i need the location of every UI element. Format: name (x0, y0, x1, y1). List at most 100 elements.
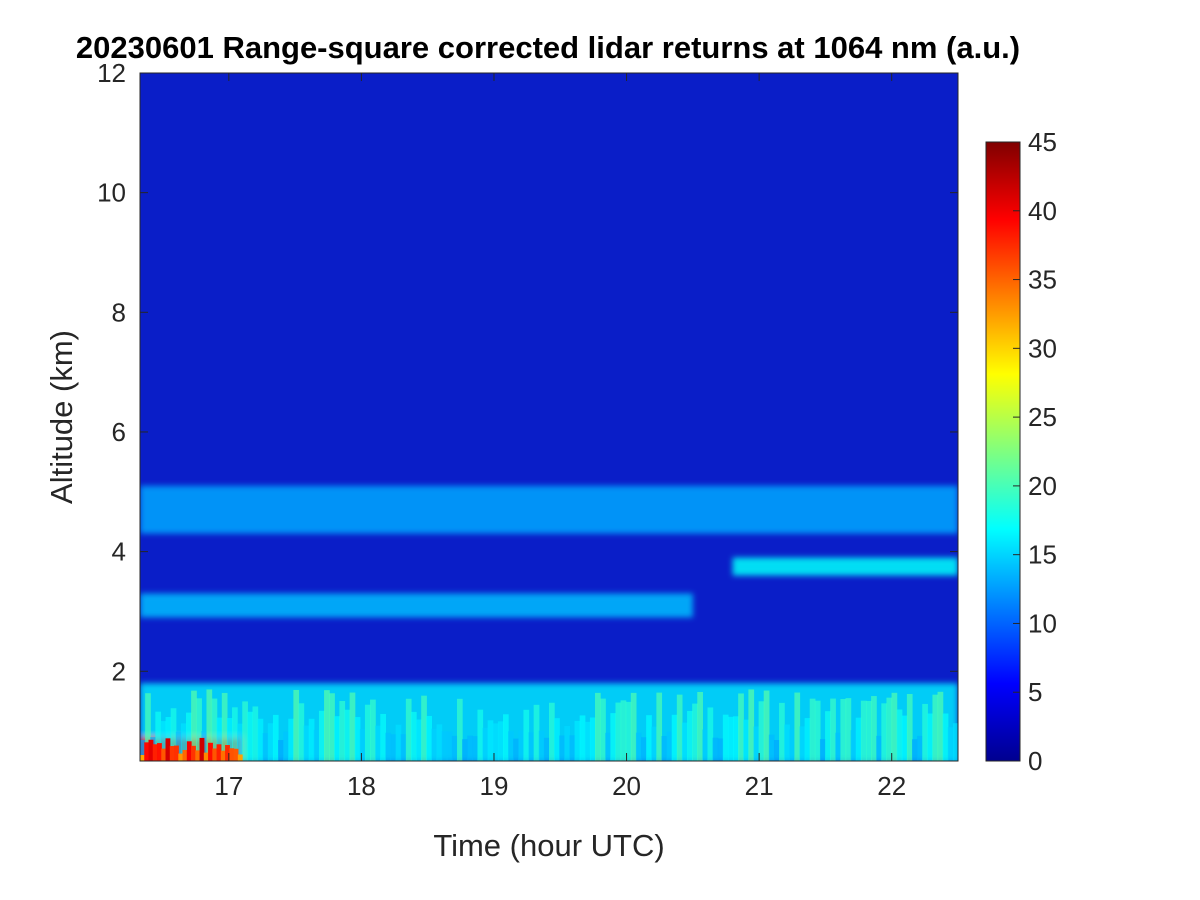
heatmap-column (727, 716, 734, 761)
plot-frame (139, 72, 959, 762)
heatmap-column (574, 720, 581, 761)
heatmap-column (947, 727, 954, 761)
heatmap-column (922, 703, 928, 761)
heatmap-column (881, 703, 888, 761)
heatmap-column (308, 718, 315, 761)
heatmap-column (267, 723, 274, 761)
heatmap-column (436, 724, 443, 761)
heatmap-hotspot-cell (199, 737, 205, 761)
heatmap-column (513, 738, 519, 761)
heatmap-background (140, 73, 958, 761)
heatmap-feature-elevated-layer-2 (732, 557, 958, 576)
heatmap-column (252, 706, 259, 761)
heatmap-column (927, 713, 934, 761)
heatmap-column (595, 692, 601, 761)
heatmap-column (441, 731, 448, 761)
colorbar-tick-label: 40 (1028, 196, 1057, 226)
heatmap-column (170, 708, 177, 761)
heatmap-column (748, 689, 755, 761)
heatmap-hotspot-cell (169, 746, 175, 761)
heatmap-hotspot-cell (161, 748, 167, 761)
heatmap-column (472, 736, 479, 761)
heatmap-hotspot-cell (178, 753, 184, 761)
heatmap-column (768, 734, 775, 761)
heatmap-column (835, 732, 842, 761)
heatmap-column (610, 713, 617, 761)
heatmap-hotspot-cell (182, 749, 188, 761)
x-tick-label: 18 (347, 771, 376, 801)
heatmap-column (753, 726, 760, 761)
x-axis-label: Time (hour UTC) (433, 828, 664, 863)
heatmap-column (242, 701, 248, 761)
heatmap-column (283, 731, 289, 761)
heatmap-column (318, 710, 325, 761)
heatmap-column (773, 740, 780, 761)
heatmap-column (293, 689, 300, 761)
heatmap-column (804, 718, 811, 761)
heatmap-column (564, 725, 571, 761)
heatmap-column (722, 714, 729, 761)
heatmap-column (451, 735, 458, 761)
heatmap-hotspot-cell (165, 738, 171, 761)
heatmap-column (339, 700, 346, 761)
heatmap-column (385, 732, 392, 761)
colorbar-tick-label: 10 (1028, 608, 1057, 638)
heatmap-hotspot-cell (186, 741, 192, 761)
heatmap-column (917, 735, 923, 761)
y-tick-label: 4 (112, 537, 126, 567)
heatmap-column (523, 709, 530, 761)
heatmap-column (196, 698, 202, 761)
colorbar-tick-label: 45 (1028, 127, 1057, 157)
heatmap-column (681, 722, 688, 761)
heatmap-column (717, 738, 724, 761)
heatmap-column (257, 718, 264, 761)
heatmap-column (932, 694, 939, 761)
heatmap-column (191, 690, 197, 761)
heatmap-column (247, 711, 254, 761)
x-tick-label: 20 (612, 771, 641, 801)
heatmap-column (865, 700, 872, 761)
heatmap-column (329, 693, 335, 761)
heatmap-column (288, 718, 294, 761)
heatmap-column (298, 703, 305, 761)
heatmap-column (901, 715, 908, 761)
heatmap-column (559, 735, 565, 761)
heatmap-hotspot-cell (220, 750, 226, 761)
heatmap-column (584, 721, 591, 761)
heatmap-column (707, 707, 714, 761)
heatmap-column (221, 692, 228, 761)
heatmap-column (809, 698, 816, 761)
y-tick-label: 6 (112, 417, 126, 447)
heatmap-column (359, 729, 366, 761)
heatmap-column (799, 726, 806, 761)
heatmap-column (446, 731, 453, 761)
chart-title: 20230601 Range-square corrected lidar re… (76, 30, 1020, 65)
heatmap-hotspot-cell (208, 742, 213, 761)
heatmap-column (334, 716, 340, 761)
heatmap-column (410, 711, 417, 761)
heatmap-hotspot-cell (191, 745, 196, 761)
heatmap-column (482, 727, 489, 761)
heatmap-column (825, 711, 831, 761)
y-tick-label: 8 (112, 297, 126, 327)
heatmap-column (952, 723, 958, 761)
heatmap-column (589, 717, 596, 761)
heatmap-column (375, 725, 381, 761)
colorbar-tick-label: 25 (1028, 402, 1057, 432)
heatmap-column (830, 698, 836, 761)
heatmap-column (942, 713, 949, 761)
heatmap-column (620, 700, 627, 761)
colorbar-tick-label: 15 (1028, 540, 1057, 570)
heatmap-hotspot-cell (157, 743, 162, 761)
heatmap-hotspot-cell (152, 744, 158, 761)
heatmap-column (784, 724, 790, 761)
colorbar-gradient (985, 141, 1021, 762)
heatmap-column (313, 729, 320, 761)
heatmap-column (860, 700, 867, 761)
heatmap-column (416, 719, 422, 761)
heatmap-hotspot-cell (225, 745, 230, 761)
x-tick-label: 17 (214, 771, 243, 801)
heatmap-column (733, 716, 739, 761)
heatmap-column (651, 726, 657, 761)
